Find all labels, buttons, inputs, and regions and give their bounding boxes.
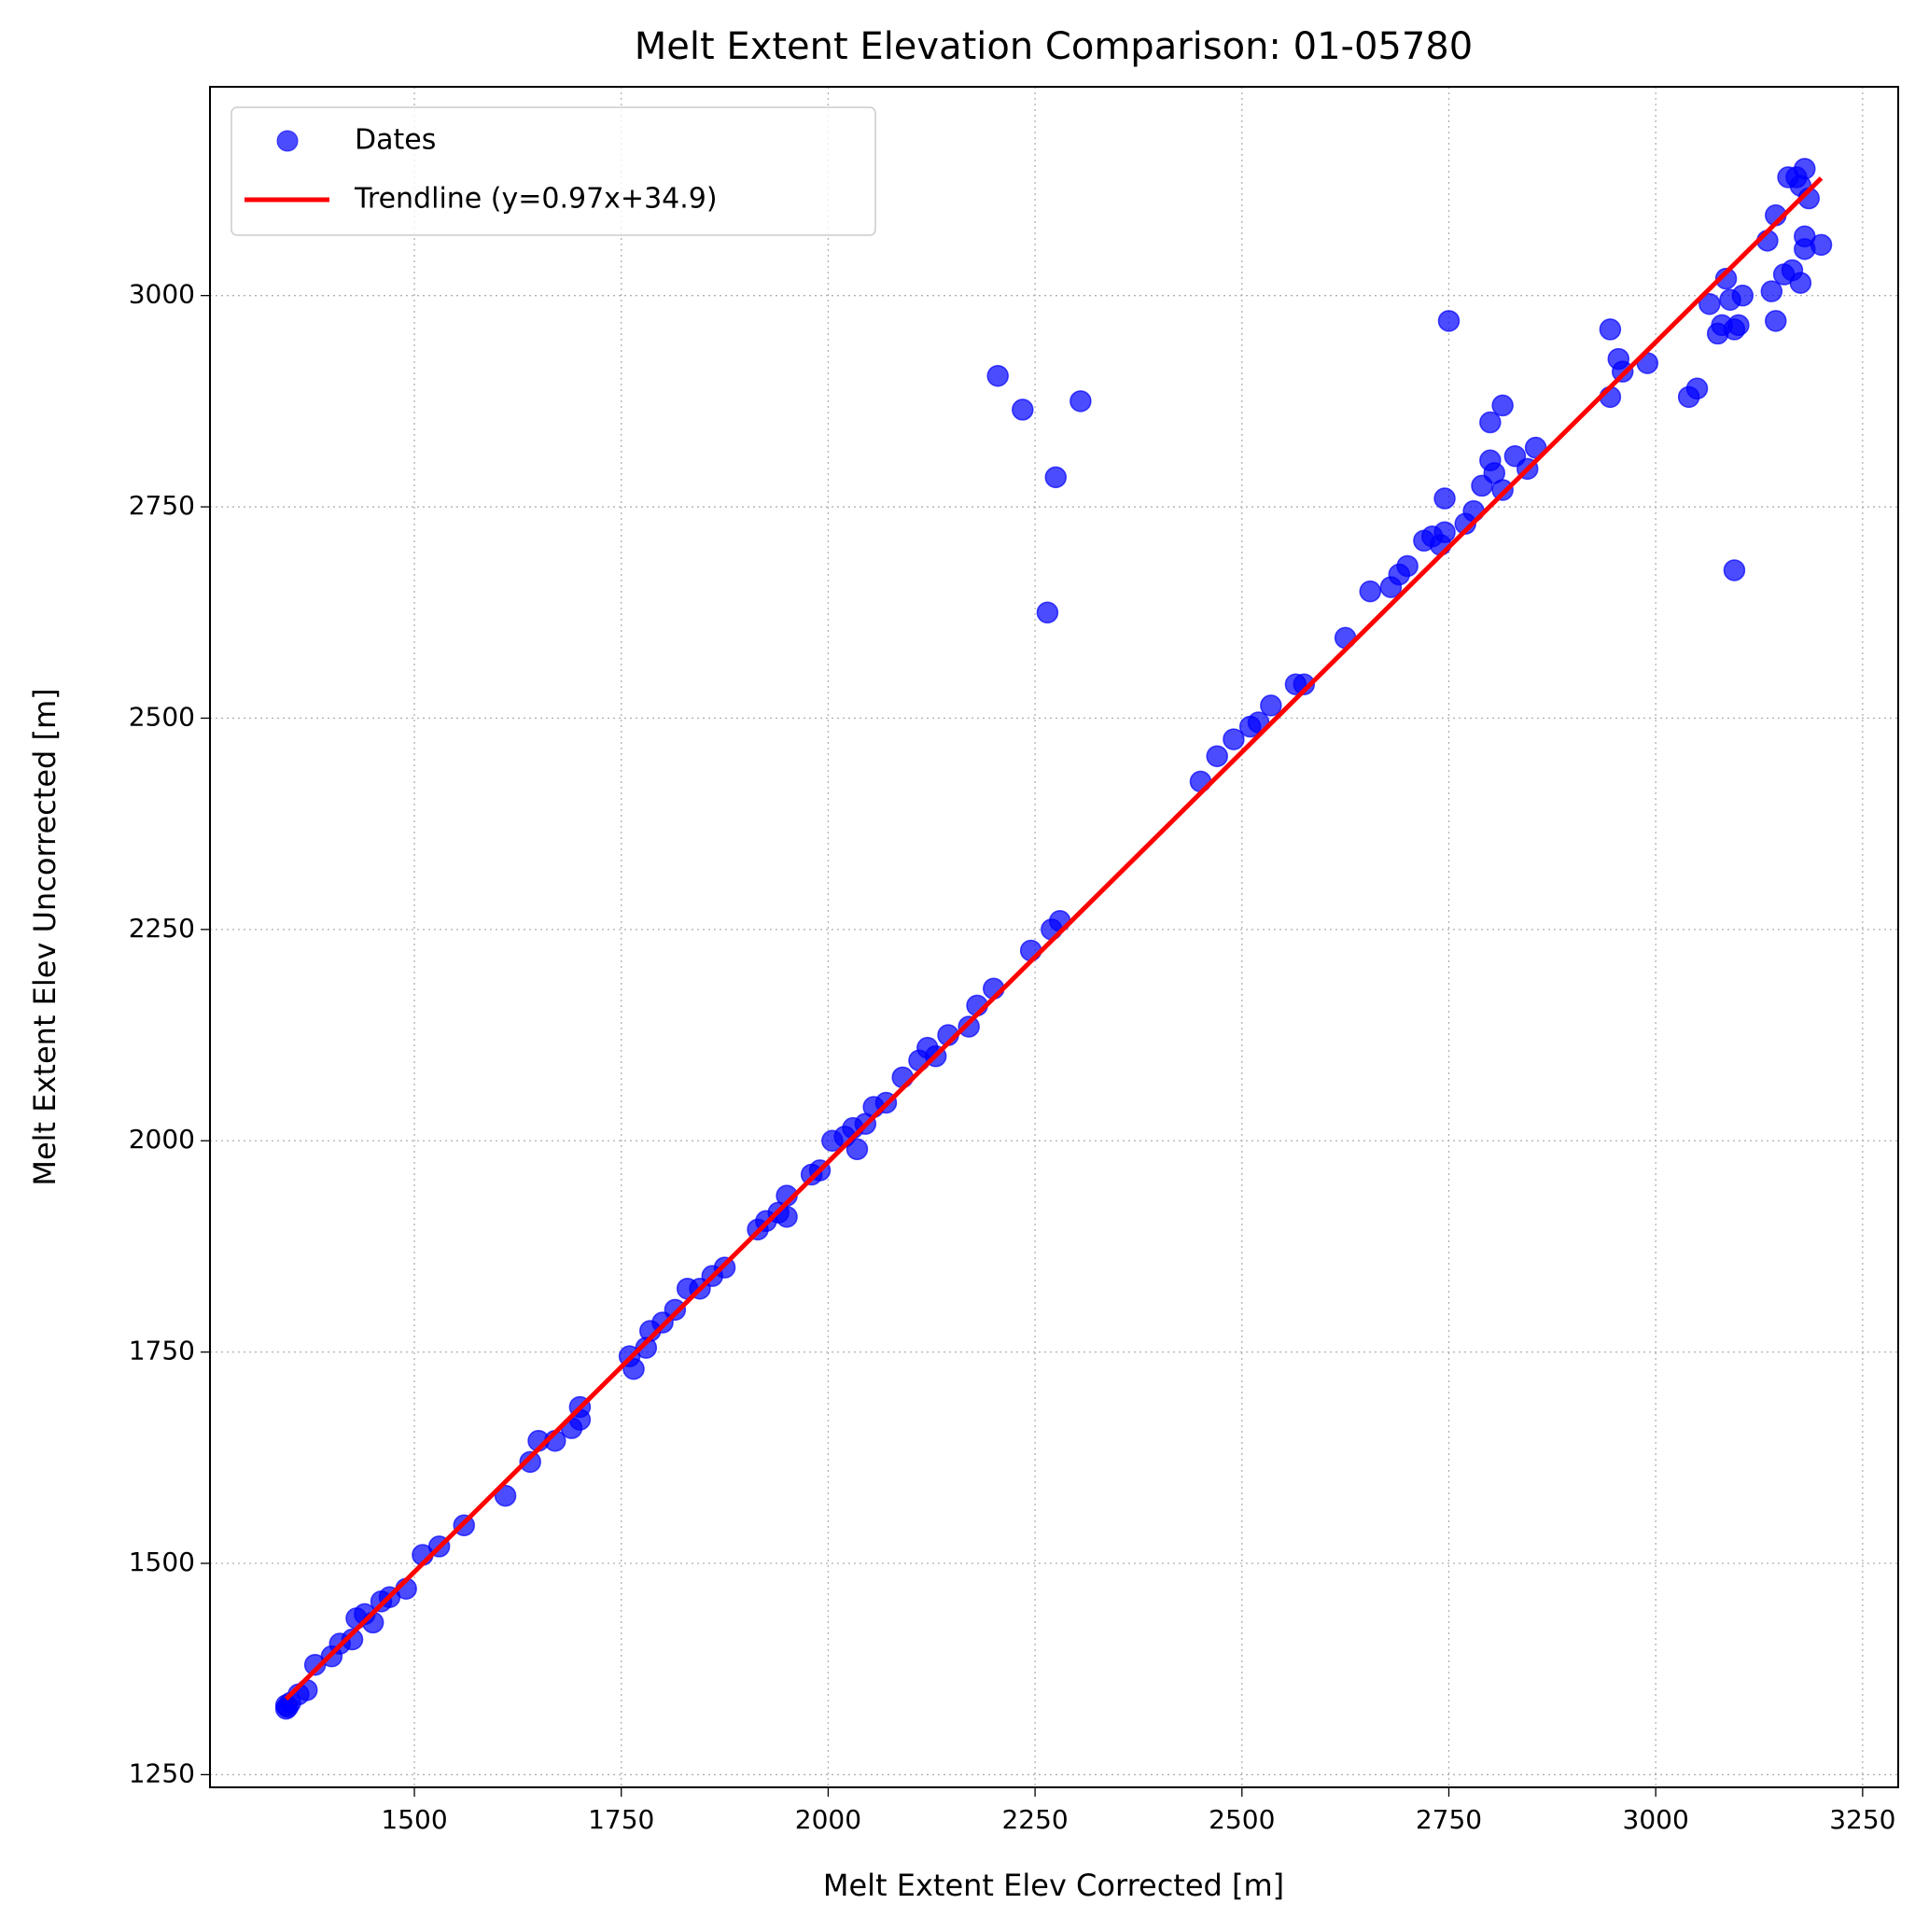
y-tick-label: 2000	[129, 1124, 195, 1155]
legend-box	[231, 106, 876, 236]
scatter-point	[1789, 272, 1812, 294]
scatter-point	[1760, 280, 1783, 302]
scatter-point	[519, 1450, 541, 1474]
scatter-point	[1727, 314, 1750, 337]
x-tick-label: 2500	[1209, 1804, 1275, 1835]
scatter-point	[1260, 694, 1282, 717]
scatter-point	[341, 1628, 364, 1651]
x-tick-label: 2000	[795, 1804, 861, 1835]
x-tick-label: 2250	[1001, 1804, 1068, 1835]
scatter-point	[1359, 580, 1381, 603]
scatter-point	[494, 1484, 517, 1507]
scatter-point	[1293, 673, 1316, 695]
scatter-point	[1437, 310, 1461, 332]
scatter-point	[1019, 939, 1042, 962]
scatter-point	[1036, 601, 1059, 624]
legend: Dates Trendline (y=0.97x+34.9)	[231, 106, 876, 236]
y-tick-label: 3000	[129, 279, 195, 310]
y-tick-label: 2500	[129, 701, 195, 732]
scatter-point	[622, 1357, 645, 1380]
scatter-point	[1044, 466, 1068, 489]
y-axis-label: Melt Extent Elev Uncorrected [m]	[27, 688, 63, 1185]
legend-label: Dates	[355, 124, 436, 157]
scatter-point	[1433, 521, 1456, 543]
scatter-point	[1069, 390, 1092, 413]
scatter-point	[1206, 745, 1228, 767]
scatter-point	[1731, 284, 1754, 307]
x-tick-label: 2750	[1416, 1804, 1482, 1835]
scatter-point	[776, 1205, 798, 1228]
y-tick-label: 1500	[129, 1547, 195, 1577]
scatter-point	[1012, 399, 1034, 421]
scatter-point	[1794, 158, 1816, 180]
legend-label: Trendline (y=0.97x+34.9)	[354, 183, 718, 216]
y-tick-label: 2250	[129, 913, 195, 944]
scatter-point	[1714, 267, 1738, 290]
scatter-point	[1723, 559, 1746, 581]
chart-title: Melt Extent Elevation Comparison: 01-057…	[635, 25, 1473, 68]
scatter-point	[846, 1138, 869, 1161]
x-tick-label: 1750	[588, 1804, 654, 1835]
x-tick-label: 3000	[1623, 1804, 1689, 1835]
scatter-point	[958, 1015, 980, 1038]
scatter-point	[1765, 310, 1787, 332]
y-tick-label: 1250	[129, 1757, 195, 1788]
scatter-point	[986, 364, 1009, 387]
scatter-point	[1698, 292, 1721, 315]
scatter-point	[1599, 318, 1622, 341]
scatter-point	[891, 1066, 914, 1089]
scatter-point	[1223, 728, 1245, 750]
scatter-point	[1433, 487, 1456, 510]
scatter-point	[1491, 479, 1514, 501]
scatter-point	[1685, 377, 1709, 400]
plot-frame	[209, 86, 1899, 1788]
legend-swatch	[276, 130, 299, 152]
trendline	[284, 176, 1824, 1701]
y-tick-label: 1750	[129, 1336, 195, 1366]
x-tick-label: 1500	[381, 1804, 447, 1835]
x-tick-label: 3250	[1829, 1804, 1895, 1835]
scatter-point	[1810, 233, 1833, 257]
scatter-point	[1491, 394, 1514, 417]
x-axis-label: Melt Extent Elev Corrected [m]	[823, 1868, 1284, 1903]
scatter-point	[1396, 554, 1419, 578]
y-tick-label: 2750	[129, 490, 195, 521]
scatter-point	[664, 1298, 687, 1322]
scatter-point	[1479, 411, 1502, 434]
